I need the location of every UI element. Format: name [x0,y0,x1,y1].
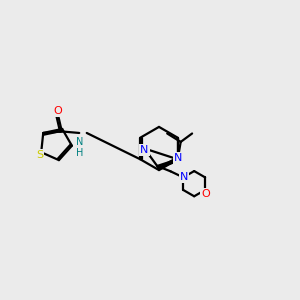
Text: S: S [36,150,43,160]
Text: N: N [140,145,149,155]
Text: O: O [201,189,210,199]
Text: N: N [173,153,182,163]
Text: N: N [180,172,188,182]
Text: O: O [54,106,63,116]
Text: N
H: N H [76,137,84,158]
